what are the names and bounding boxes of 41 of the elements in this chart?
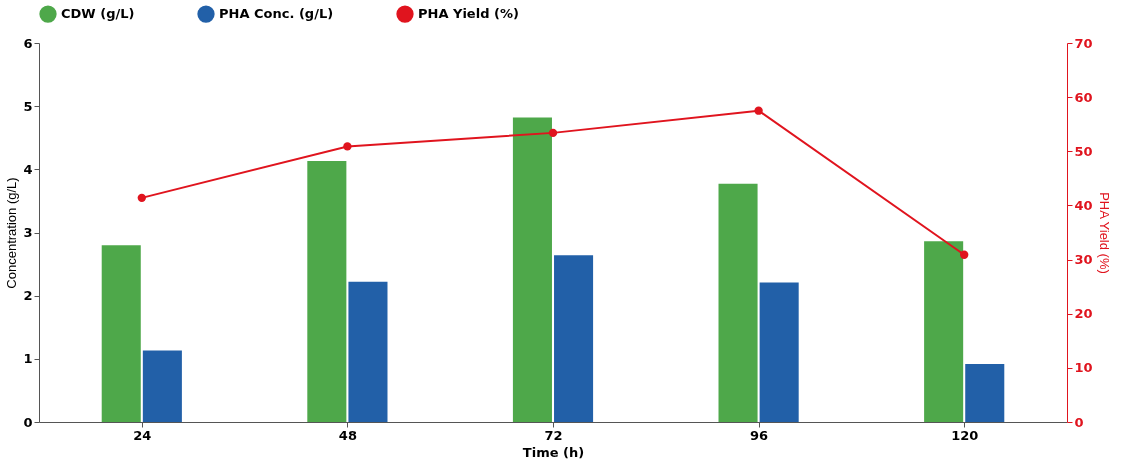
y-tick-label: 4 bbox=[23, 161, 33, 177]
x-tick-label: 72 bbox=[544, 427, 563, 443]
x-tick-label: 120 bbox=[951, 427, 979, 443]
y2-tick-label: 20 bbox=[1074, 306, 1093, 322]
bar bbox=[348, 281, 388, 422]
legend-label: CDW (g/L) bbox=[61, 6, 135, 22]
point bbox=[343, 142, 352, 151]
y2-tick-label: 30 bbox=[1074, 252, 1093, 268]
bar bbox=[759, 282, 799, 422]
y2-tick-label: 10 bbox=[1074, 360, 1093, 376]
x-axis-title: Time (h) bbox=[522, 444, 585, 460]
y-tick-label: 6 bbox=[23, 35, 33, 51]
y2-tick-label: 70 bbox=[1074, 35, 1093, 51]
bar bbox=[307, 161, 347, 422]
y2-tick-label: 0 bbox=[1074, 414, 1084, 430]
bar bbox=[512, 117, 552, 422]
x-tick-label: 24 bbox=[133, 427, 152, 443]
bar bbox=[924, 241, 964, 422]
y2-tick-label: 50 bbox=[1074, 143, 1093, 159]
x-tick-label: 48 bbox=[338, 427, 357, 443]
y2-tick-label: 40 bbox=[1074, 197, 1093, 213]
point bbox=[754, 106, 763, 115]
y-tick-label: 3 bbox=[23, 225, 33, 240]
y2-axis-title: PHA Yield (%) bbox=[1096, 192, 1112, 274]
bar bbox=[718, 183, 758, 422]
point bbox=[137, 193, 146, 203]
y-axis-title: Concentration (g/L) bbox=[4, 177, 20, 289]
point bbox=[960, 250, 969, 259]
y-tick-label: 1 bbox=[23, 351, 33, 367]
x-tick-label: 96 bbox=[750, 427, 769, 443]
legend-label: PHA Conc. (g/L) bbox=[219, 6, 334, 22]
y-tick-label: 2 bbox=[23, 288, 33, 304]
bar bbox=[101, 245, 141, 422]
y-tick-label: 0 bbox=[23, 414, 33, 430]
y2-tick-label: 60 bbox=[1074, 89, 1093, 105]
bar bbox=[554, 255, 594, 422]
legend-label: PHA Yield (%) bbox=[418, 6, 519, 22]
bar bbox=[965, 363, 1005, 422]
y-tick-label: 5 bbox=[23, 98, 33, 114]
bar bbox=[142, 350, 182, 422]
point bbox=[548, 128, 558, 138]
